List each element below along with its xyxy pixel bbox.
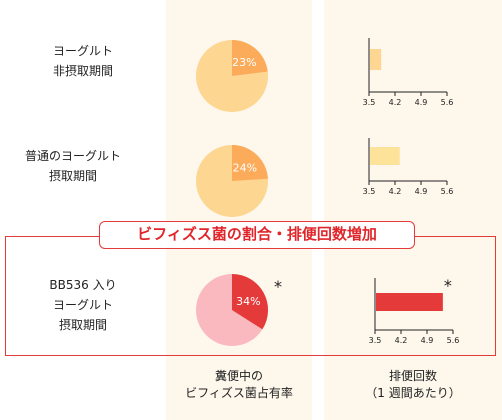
fecal-caption-line: 糞便中の [214, 369, 263, 383]
pie-slice [232, 274, 269, 330]
pie-percent-label: 23% [232, 56, 256, 69]
axis-tick-label: 5.6 [441, 187, 454, 196]
axis-tick-label: 4.2 [389, 187, 402, 196]
fecal-caption: 糞便中の ビフィズス菌占有率 [166, 368, 312, 402]
row-label-no-yogurt: ヨーグルト 非摂取期間 [18, 41, 148, 81]
axis-tick-label: 5.6 [441, 98, 454, 107]
axis-tick-label: 3.5 [363, 98, 376, 107]
bar [370, 147, 400, 165]
bar [370, 49, 382, 70]
row-label-bb536-yogurt: BB536 入り ヨーグルト 摂取期間 [18, 275, 148, 335]
pie-slice [232, 145, 268, 181]
axis-tick-label: 4.9 [415, 98, 428, 107]
axis-tick-label: 4.2 [389, 98, 402, 107]
significance-mark: * [444, 276, 452, 295]
axis-tick-label: 4.2 [395, 336, 408, 345]
axis-tick-label: 4.9 [415, 187, 428, 196]
axis-tick-label: 4.9 [421, 336, 434, 345]
row-label-line: 摂取期間 [48, 169, 97, 183]
defecation-caption-line: （1 週間あたり） [365, 386, 461, 400]
pie-percent-label: 24% [233, 161, 257, 174]
row-label-line: 摂取期間 [58, 318, 107, 332]
row-label-line: ヨーグルト [52, 298, 113, 312]
axis-tick-label: 5.6 [447, 336, 460, 345]
axis-tick-label: 3.5 [369, 336, 382, 345]
row-label-line: 普通のヨーグルト [24, 149, 121, 163]
significance-mark: * [274, 277, 282, 296]
pie-percent-label: 34% [236, 295, 260, 308]
banner-title: ビフィズス菌の割合・排便回数増加 [99, 221, 415, 249]
row-label-line: 非摂取期間 [52, 64, 113, 78]
fecal-caption-line: ビフィズス菌占有率 [185, 386, 293, 400]
bar [376, 293, 443, 311]
row-label-normal-yogurt: 普通のヨーグルト 摂取期間 [8, 146, 138, 186]
bar-column-background [324, 0, 502, 420]
defecation-caption: 排便回数 （1 週間あたり） [324, 368, 502, 402]
row-label-line: ヨーグルト [52, 44, 113, 58]
pie-slice [232, 40, 268, 76]
defecation-caption-line: 排便回数 [388, 369, 437, 383]
row-label-line: BB536 入り [49, 278, 117, 292]
axis-tick-label: 3.5 [363, 187, 376, 196]
